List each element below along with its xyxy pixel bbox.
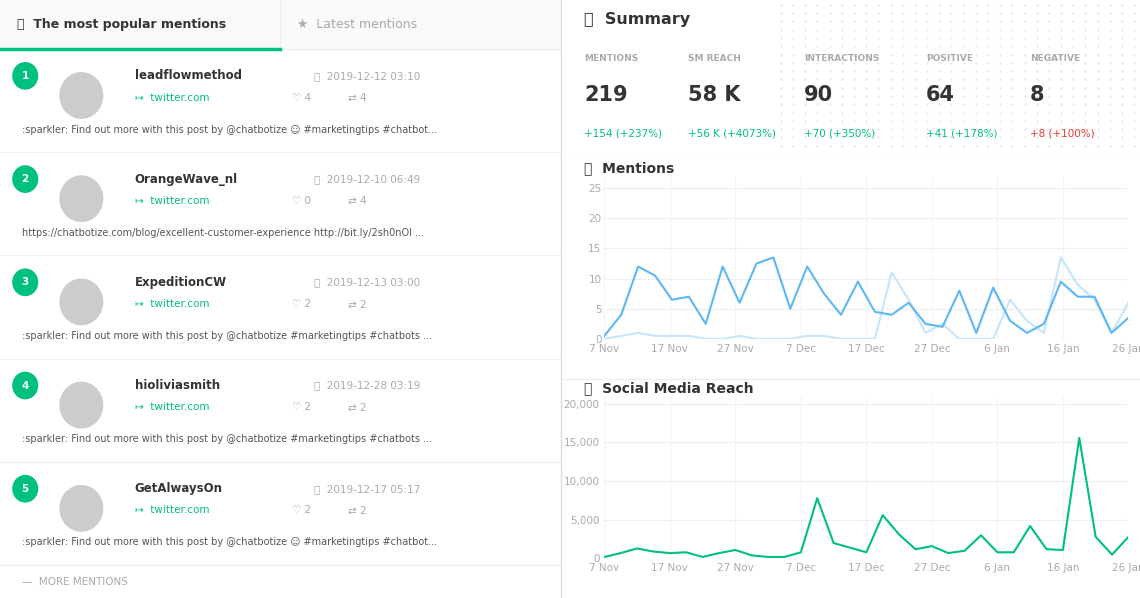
Text: leadflowmethod: leadflowmethod xyxy=(135,69,242,83)
Text: 📅  2019-12-28 03:19: 📅 2019-12-28 03:19 xyxy=(315,380,421,390)
Text: +56 K (+4073%): +56 K (+4073%) xyxy=(689,128,776,138)
Circle shape xyxy=(60,279,103,325)
Text: ↦  twitter.com: ↦ twitter.com xyxy=(135,402,209,412)
Text: +41 (+178%): +41 (+178%) xyxy=(926,128,998,138)
Text: 📊  Mentions: 📊 Mentions xyxy=(584,161,674,175)
Text: ↦  twitter.com: ↦ twitter.com xyxy=(135,505,209,515)
Text: 219: 219 xyxy=(584,85,628,105)
Text: :sparkler: Find out more with this post by @chatbotize #marketingtips #chatbots : :sparkler: Find out more with this post … xyxy=(23,331,432,341)
Circle shape xyxy=(13,63,38,89)
Text: 📅  2019-12-13 03:00: 📅 2019-12-13 03:00 xyxy=(315,277,421,287)
Text: ⇄ 2: ⇄ 2 xyxy=(348,402,366,412)
Text: +70 (+350%): +70 (+350%) xyxy=(804,128,876,138)
Circle shape xyxy=(13,269,38,295)
Text: GetAlwaysOn: GetAlwaysOn xyxy=(135,482,222,495)
Text: ♡ 4: ♡ 4 xyxy=(292,93,311,102)
Bar xyxy=(0,0,561,49)
Text: https://chatbotize.com/blog/excellent-customer-experience http://bit.ly/2sh0nOl : https://chatbotize.com/blog/excellent-cu… xyxy=(23,228,424,238)
Text: +8 (+100%): +8 (+100%) xyxy=(1029,128,1094,138)
Text: POSITIVE: POSITIVE xyxy=(926,54,972,63)
Text: ⇄ 4: ⇄ 4 xyxy=(348,93,366,102)
Text: ⇄ 4: ⇄ 4 xyxy=(348,196,366,206)
Text: 90: 90 xyxy=(804,85,833,105)
Circle shape xyxy=(60,486,103,531)
Circle shape xyxy=(13,475,38,502)
Text: ♡ 2: ♡ 2 xyxy=(292,402,311,412)
Text: 📅  2019-12-10 06:49: 📅 2019-12-10 06:49 xyxy=(315,174,421,184)
Text: ↦  twitter.com: ↦ twitter.com xyxy=(135,299,209,309)
Text: ♡ 2: ♡ 2 xyxy=(292,299,311,309)
Circle shape xyxy=(13,373,38,399)
Text: ⇄ 2: ⇄ 2 xyxy=(348,505,366,515)
Text: SM REACH: SM REACH xyxy=(689,54,741,63)
Text: 📅  2019-12-17 05:17: 📅 2019-12-17 05:17 xyxy=(315,484,421,494)
Text: :sparkler: Find out more with this post by @chatbotize #marketingtips #chatbots : :sparkler: Find out more with this post … xyxy=(23,434,432,444)
Text: MENTIONS: MENTIONS xyxy=(584,54,638,63)
Text: ExpeditionCW: ExpeditionCW xyxy=(135,276,227,289)
Text: ♡ 2: ♡ 2 xyxy=(292,505,311,515)
Text: OrangeWave_nl: OrangeWave_nl xyxy=(135,173,238,185)
Text: 📅  2019-12-12 03:10: 📅 2019-12-12 03:10 xyxy=(315,71,421,81)
Text: 💬  The most popular mentions: 💬 The most popular mentions xyxy=(17,18,226,31)
Text: 3: 3 xyxy=(22,277,29,287)
Text: ★  Latest mentions: ★ Latest mentions xyxy=(298,18,417,31)
Text: 1: 1 xyxy=(22,71,29,81)
Circle shape xyxy=(60,382,103,428)
Circle shape xyxy=(60,73,103,118)
Text: hioliviasmith: hioliviasmith xyxy=(135,379,220,392)
Text: ⇄ 2: ⇄ 2 xyxy=(348,299,366,309)
Circle shape xyxy=(13,166,38,192)
Text: —  MORE MENTIONS: — MORE MENTIONS xyxy=(23,576,129,587)
Text: ↦  twitter.com: ↦ twitter.com xyxy=(135,93,209,102)
Text: 5: 5 xyxy=(22,484,29,494)
Text: :sparkler: Find out more with this post by @chatbotize ☺ #marketingtips #chatbot: :sparkler: Find out more with this post … xyxy=(23,124,438,135)
Text: 4: 4 xyxy=(22,380,29,390)
Text: 64: 64 xyxy=(926,85,954,105)
Text: NEGATIVE: NEGATIVE xyxy=(1029,54,1080,63)
Text: +154 (+237%): +154 (+237%) xyxy=(584,128,662,138)
Text: 58 K: 58 K xyxy=(689,85,741,105)
Text: 8: 8 xyxy=(1029,85,1044,105)
Text: INTERACTIONS: INTERACTIONS xyxy=(804,54,879,63)
Text: 📶  Social Media Reach: 📶 Social Media Reach xyxy=(584,382,754,395)
Text: ♡ 0: ♡ 0 xyxy=(292,196,311,206)
Text: :sparkler: Find out more with this post by @chatbotize ☺ #marketingtips #chatbot: :sparkler: Find out more with this post … xyxy=(23,538,438,547)
Circle shape xyxy=(60,176,103,221)
Text: 2: 2 xyxy=(22,174,29,184)
Text: 🔖  Summary: 🔖 Summary xyxy=(584,11,690,26)
Text: ↦  twitter.com: ↦ twitter.com xyxy=(135,196,209,206)
